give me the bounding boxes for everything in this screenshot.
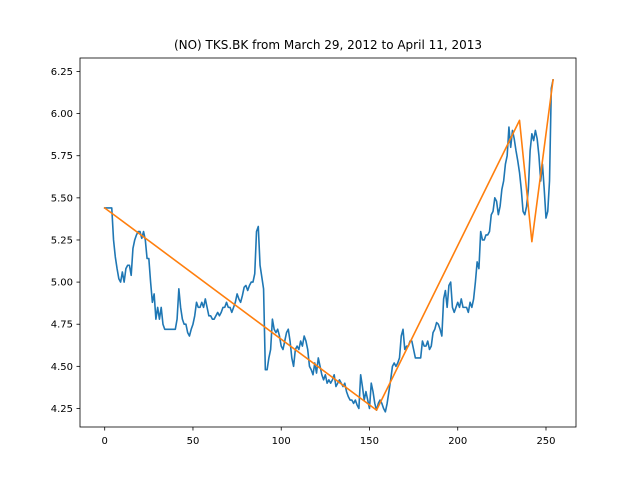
x-tick-label: 150: [360, 436, 379, 447]
y-tick-label: 5.00: [51, 278, 73, 289]
y-axis: 4.25 4.50 4.75 5.00 5.25 5.50 5.75 6.00 6.25: [51, 67, 80, 415]
y-tick-label: 6.00: [51, 109, 73, 120]
series-line-1: [103, 78, 554, 413]
x-axis: 0 50 100 150 200 250: [102, 427, 556, 447]
y-tick-label: 4.50: [51, 362, 73, 373]
x-tick-label: 0: [102, 436, 108, 447]
x-tick-label: 200: [448, 436, 467, 447]
y-tick-label: 5.75: [51, 151, 73, 162]
x-tick-label: 250: [536, 436, 555, 447]
x-tick-label: 100: [272, 436, 291, 447]
series-line-2: [103, 79, 554, 411]
y-tick-label: 5.25: [51, 235, 73, 246]
y-tick-label: 4.75: [51, 320, 73, 331]
y-tick-label: 6.25: [51, 67, 73, 78]
y-tick-label: 4.25: [51, 404, 73, 415]
x-tick-label: 50: [187, 436, 200, 447]
chart-title: (NO) TKS.BK from March 29, 2012 to April…: [174, 38, 482, 52]
axes-frame: [79, 57, 577, 428]
plot-area: [103, 78, 554, 413]
y-tick-label: 5.50: [51, 193, 73, 204]
